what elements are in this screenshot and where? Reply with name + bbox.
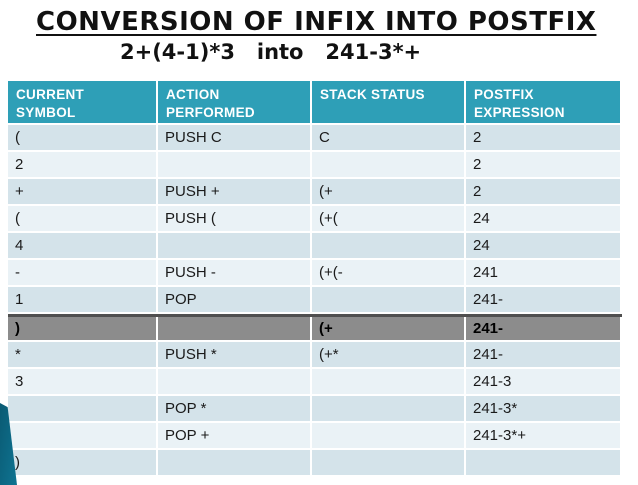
- cell-symbol: -: [8, 260, 156, 285]
- cell-stack: [312, 152, 464, 177]
- cell-postfix: 241-3*+: [466, 423, 620, 448]
- table-row: * PUSH * (+* 241-: [8, 342, 622, 367]
- cell-stack: (+(-: [312, 260, 464, 285]
- cell-action: PUSH (: [158, 206, 310, 231]
- cell-postfix: 2: [466, 179, 620, 204]
- cell-postfix: 24: [466, 206, 620, 231]
- cell-action: PUSH -: [158, 260, 310, 285]
- column-header-postfix-expression: POSTFIX EXPRESSION: [466, 81, 620, 123]
- cell-symbol: (: [8, 206, 156, 231]
- cell-stack: [312, 369, 464, 394]
- cell-symbol: (: [8, 125, 156, 150]
- table-row: + PUSH + (+ 2: [8, 179, 622, 204]
- cell-action: PUSH *: [158, 342, 310, 367]
- cell-postfix: 241-3: [466, 369, 620, 394]
- table-row-highlighted: ) (+ 241-: [8, 314, 622, 340]
- table-row: (PUSH ((+(24: [8, 206, 622, 231]
- cell-action: PUSH C: [158, 125, 310, 150]
- cell-symbol: [8, 423, 156, 448]
- cell-symbol: *: [8, 342, 156, 367]
- cell-stack: [312, 450, 464, 475]
- cell-stack: C: [312, 125, 464, 150]
- slide-subtitle: 2+(4-1)*3 into 241-3*+: [120, 40, 422, 64]
- cell-action: [158, 369, 310, 394]
- column-header-current-symbol: CURRENT SYMBOL: [8, 81, 156, 123]
- cell-stack: [312, 396, 464, 421]
- cell-postfix: [466, 450, 620, 475]
- table-header-row: CURRENT SYMBOL ACTION PERFORMED STACK ST…: [8, 81, 622, 123]
- cell-symbol: 1: [8, 287, 156, 312]
- cell-action: [158, 450, 310, 475]
- table-row: 4 24: [8, 233, 622, 258]
- cell-action: [158, 233, 310, 258]
- cell-stack: (+: [312, 179, 464, 204]
- table-body: (PUSH C C 2 2 2 + PUSH + (+ 2(PUSH ((+(24 4 24- PUS…: [8, 125, 622, 475]
- cell-symbol: 2: [8, 152, 156, 177]
- cell-stack: (+: [312, 317, 464, 340]
- cell-postfix: 241: [466, 260, 620, 285]
- cell-action: POP: [158, 287, 310, 312]
- table-row: POP * 241-3*: [8, 396, 622, 421]
- cell-stack: [312, 423, 464, 448]
- cell-postfix: 241-: [466, 287, 620, 312]
- table-row: POP + 241-3*+: [8, 423, 622, 448]
- cell-postfix: 241-3*: [466, 396, 620, 421]
- cell-postfix: 24: [466, 233, 620, 258]
- cell-action: PUSH +: [158, 179, 310, 204]
- cell-symbol: 4: [8, 233, 156, 258]
- cell-stack: (+(: [312, 206, 464, 231]
- table-row: 1 POP 241-: [8, 287, 622, 312]
- cell-symbol: ): [8, 450, 156, 475]
- cell-postfix: 241-: [466, 342, 620, 367]
- slide-title: CONVERSION OF INFIX INTO POSTFIX: [36, 7, 597, 37]
- column-header-action-performed: ACTION PERFORMED: [158, 81, 310, 123]
- cell-stack: [312, 233, 464, 258]
- table-row: ): [8, 450, 622, 475]
- cell-stack: (+*: [312, 342, 464, 367]
- cell-action: [158, 317, 310, 340]
- table-row: 3 241-3: [8, 369, 622, 394]
- cell-symbol: [8, 396, 156, 421]
- cell-postfix: 2: [466, 152, 620, 177]
- table-row: - PUSH - (+(- 241: [8, 260, 622, 285]
- cell-symbol: +: [8, 179, 156, 204]
- cell-symbol: ): [8, 317, 156, 340]
- cell-action: POP +: [158, 423, 310, 448]
- cell-action: [158, 152, 310, 177]
- cell-postfix: 241-: [466, 317, 620, 340]
- cell-stack: [312, 287, 464, 312]
- cell-postfix: 2: [466, 125, 620, 150]
- cell-action: POP *: [158, 396, 310, 421]
- conversion-table: CURRENT SYMBOL ACTION PERFORMED STACK ST…: [8, 81, 622, 477]
- cell-symbol: 3: [8, 369, 156, 394]
- column-header-stack-status: STACK STATUS: [312, 81, 464, 123]
